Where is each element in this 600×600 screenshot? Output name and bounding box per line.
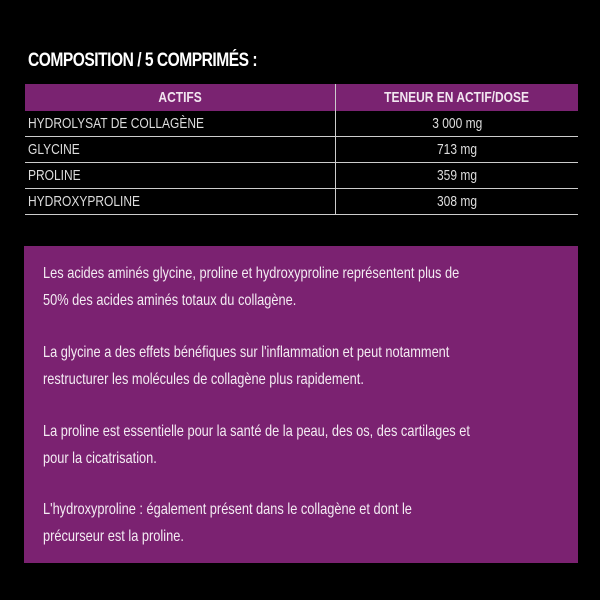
info-paragraph-hydroxyproline: L'hydroxyproline : également présent dan… [43, 501, 412, 545]
ingredient-name: HYDROXYPROLINE [25, 188, 336, 215]
table-header-row: ACTIFS TENEUR EN ACTIF/DOSE [25, 84, 578, 111]
info-box: Les acides aminés glycine, proline et hy… [24, 246, 578, 563]
column-header-actifs: ACTIFS [25, 84, 336, 111]
composition-title: COMPOSITION / 5 COMPRIMÉS : [28, 50, 258, 71]
ingredient-dose: 713 mg [335, 136, 578, 163]
table-row: HYDROLYSAT DE COLLAGÈNE 3 000 mg [25, 111, 578, 137]
info-paragraph-amino-acids: Les acides aminés glycine, proline et hy… [43, 265, 460, 309]
ingredient-dose: 359 mg [335, 162, 578, 189]
ingredient-name: PROLINE [25, 162, 336, 189]
ingredient-dose: 3 000 mg [335, 111, 578, 137]
ingredient-name: HYDROLYSAT DE COLLAGÈNE [25, 111, 336, 137]
table-row: HYDROXYPROLINE 308 mg [25, 188, 578, 215]
table-row: PROLINE 359 mg [25, 162, 578, 189]
ingredient-name: GLYCINE [25, 136, 336, 163]
ingredient-dose: 308 mg [335, 188, 578, 215]
info-paragraph-glycine: La glycine a des effets bénéfiques sur l… [43, 344, 450, 388]
table-row: GLYCINE 713 mg [25, 136, 578, 163]
column-header-dose: TENEUR EN ACTIF/DOSE [335, 84, 578, 111]
info-paragraph-proline: La proline est essentielle pour la santé… [43, 423, 470, 467]
composition-table: ACTIFS TENEUR EN ACTIF/DOSE HYDROLYSAT D… [25, 84, 578, 215]
